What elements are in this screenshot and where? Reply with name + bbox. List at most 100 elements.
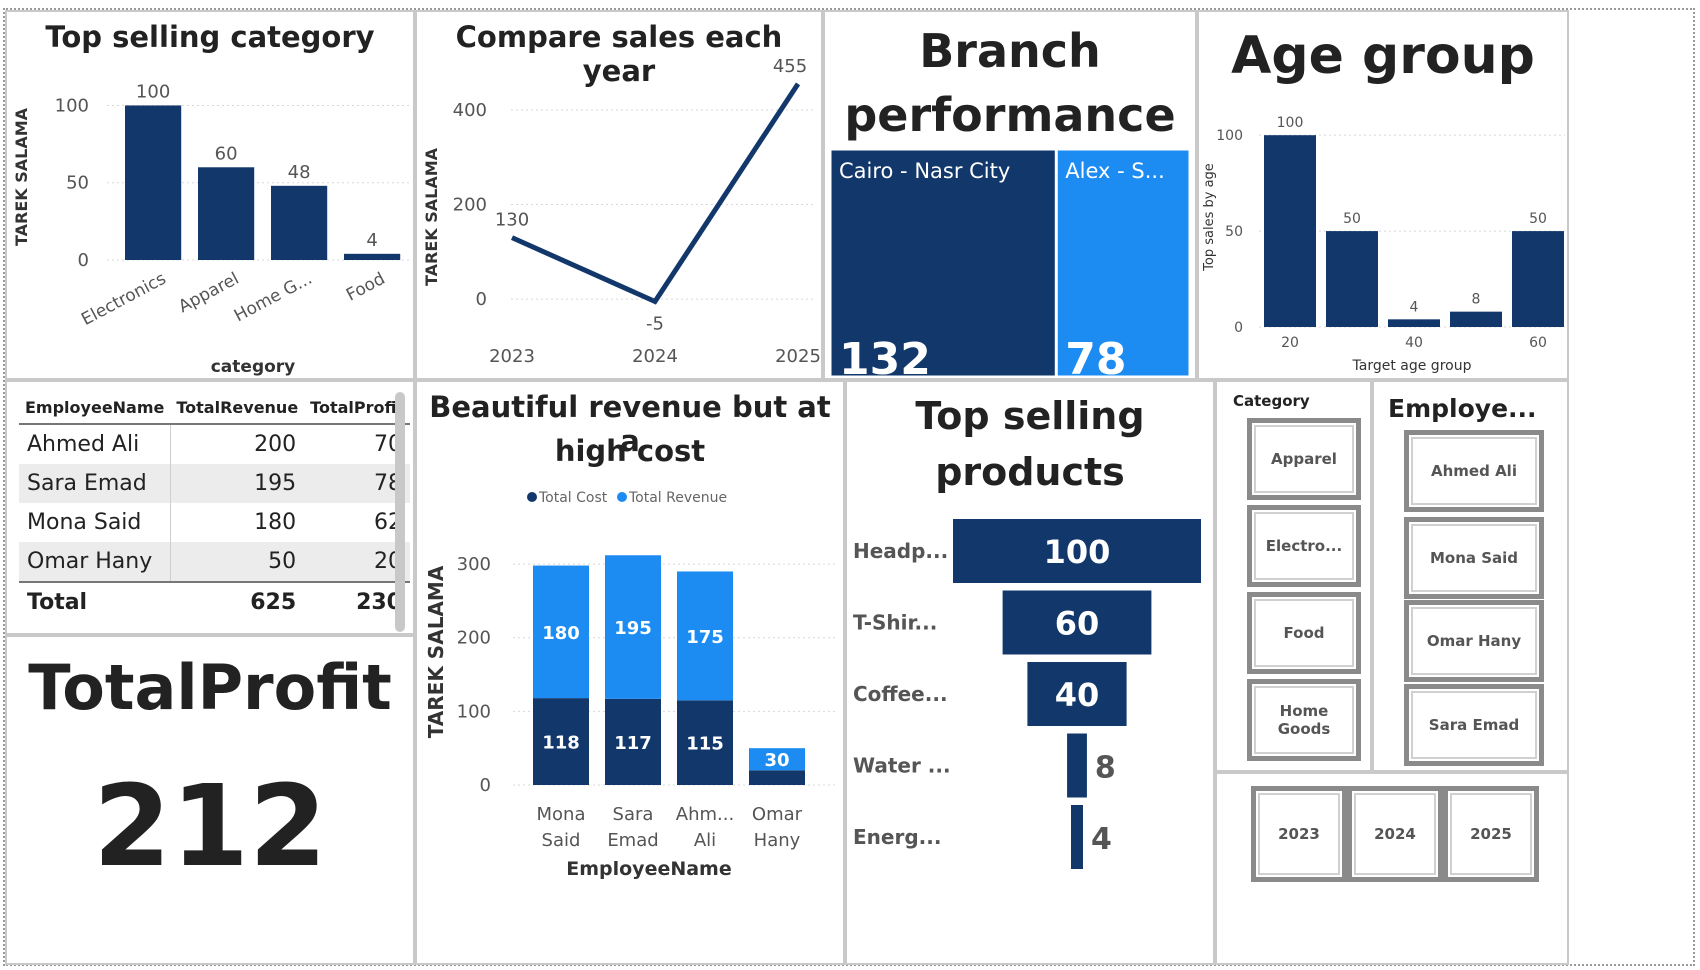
bar	[198, 167, 255, 260]
employee-slicer[interactable]: Employe... Ahmed Ali Mona Said Omar Hany…	[1372, 380, 1569, 772]
slicer-item-2023[interactable]: 2023	[1251, 786, 1347, 882]
bar-cost	[677, 700, 733, 785]
bar	[125, 105, 182, 260]
bar	[1264, 135, 1316, 327]
y-tick-label: 0	[480, 775, 491, 796]
table-row[interactable]: Ahmed Ali 200 70	[19, 424, 410, 464]
bar-cost	[749, 770, 805, 785]
employee-table[interactable]: EmployeeName TotalRevenue TotalProfit Ah…	[19, 394, 410, 622]
top-products-funnel[interactable]: Headp... 100 T-Shir... 60 Coffee... 40 Water .…	[847, 382, 1213, 963]
data-label: 100	[1044, 533, 1111, 571]
bar	[1388, 319, 1440, 327]
category-slicer[interactable]: Category Apparel Electro... Food Home Go…	[1215, 380, 1372, 772]
y-axis-label: TAREK SALAMA	[12, 107, 31, 246]
y-tick-label: 300	[457, 554, 491, 575]
bar	[1512, 231, 1564, 327]
bar	[344, 253, 401, 260]
employee-slicer-header: Employe...	[1388, 394, 1537, 423]
data-label: 100	[1277, 115, 1304, 131]
tile-value: 78	[1065, 334, 1126, 378]
tile-label: Alex - S...	[1065, 159, 1164, 183]
category-label: Coffee...	[853, 682, 948, 706]
slicer-item-2024[interactable]: 2024	[1347, 786, 1443, 882]
slicer-item-electronics[interactable]: Electro...	[1247, 505, 1361, 587]
slicer-item-sara-emad[interactable]: Sara Emad	[1404, 684, 1544, 766]
cell-total-label: Total	[19, 581, 171, 622]
compare-years-chart[interactable]: 0 200 400 130 2023 -5 2024 455 2025 TAREK SALAMA	[417, 12, 821, 378]
compare-years-panel[interactable]: Compare sales each year 0 200 400 130 2023 -5…	[415, 10, 823, 380]
slicer-item-2025[interactable]: 2025	[1443, 786, 1539, 882]
slicer-item-omar-hany[interactable]: Omar Hany	[1404, 600, 1544, 682]
y-tick-label: 100	[1216, 128, 1243, 144]
employee-table-panel[interactable]: EmployeeName TotalRevenue TotalProfit Ah…	[5, 380, 415, 635]
data-label: 118	[542, 733, 580, 754]
y-tick-label: 200	[457, 628, 491, 649]
table-scrollbar[interactable]	[395, 392, 405, 632]
x-tick-label: Emad	[607, 830, 658, 851]
top-category-panel[interactable]: Top selling category 0 50 100 100 Electronic…	[5, 10, 415, 380]
x-tick-label: 40	[1405, 335, 1423, 351]
col-total-profit[interactable]: TotalProfit	[304, 394, 410, 425]
revenue-cost-panel[interactable]: Beautiful revenue but at a high cost 0 10…	[415, 380, 845, 965]
cell-revenue: 50	[170, 542, 305, 582]
cell-name: Omar Hany	[19, 542, 171, 582]
data-label: 100	[136, 81, 170, 102]
cell-revenue: 200	[254, 432, 297, 457]
x-tick-label: Ali	[694, 830, 716, 851]
y-tick-label: 50	[1225, 224, 1243, 240]
total-profit-label: TotalProfit	[28, 651, 392, 724]
legend-marker	[527, 492, 537, 502]
cell-total-revenue: 625	[170, 581, 305, 622]
tile-label: Cairo - Nasr City	[839, 159, 1010, 183]
data-label: 30	[764, 750, 789, 771]
branch-treemap[interactable]: Cairo - Nasr City 132 Alex - S... 78	[825, 12, 1195, 378]
bar	[1450, 311, 1502, 327]
bar-revenue	[533, 565, 589, 699]
funnel-bar	[1002, 590, 1152, 655]
slicer-item-food[interactable]: Food	[1247, 592, 1361, 674]
y-tick-label: 200	[453, 195, 487, 216]
year-slicer[interactable]: 2023 2024 2025	[1215, 772, 1569, 965]
funnel-bar	[953, 519, 1201, 583]
revenue-cost-chart[interactable]: 0 100 200 300 Total Cost Total Revenue 118 180 M…	[417, 382, 843, 963]
treemap-tile	[1056, 149, 1190, 377]
age-group-chart[interactable]: 0 50 100 100 20 50 4 40 8 50 60 Target age group Top…	[1199, 12, 1567, 378]
slicer-item-apparel[interactable]: Apparel	[1247, 418, 1361, 500]
cell-name: Mona Said	[19, 503, 171, 542]
x-tick-label: Omar	[752, 804, 803, 825]
table-row[interactable]: Mona Said 180 62	[19, 503, 410, 542]
table-row[interactable]: Sara Emad 195 78	[19, 464, 410, 503]
cell-revenue: 195	[170, 464, 305, 503]
data-label: 180	[542, 623, 580, 644]
cell-revenue: 180	[254, 510, 297, 535]
series-line	[510, 82, 801, 305]
x-tick-label: 60	[1529, 335, 1547, 351]
branch-title-line1: Branch	[919, 24, 1101, 78]
col-employee-name[interactable]: EmployeeName	[19, 394, 171, 425]
x-tick-label: 2023	[489, 346, 535, 367]
slicer-item-home-goods[interactable]: Home Goods	[1247, 679, 1361, 761]
total-profit-value: 212	[93, 762, 327, 892]
col-total-revenue[interactable]: TotalRevenue	[170, 394, 305, 425]
data-label: 60	[215, 143, 238, 164]
y-axis-label: TAREK SALAMA	[422, 147, 441, 286]
top-products-panel[interactable]: Top selling products Headp... 100 T-Shir..…	[845, 380, 1215, 965]
table-total-row: Total 625 230	[19, 581, 410, 622]
data-label: 4	[366, 230, 377, 251]
total-profit-card[interactable]: TotalProfit 212	[5, 635, 415, 965]
compare-years-title: Compare sales each year	[455, 20, 783, 88]
bar	[1326, 231, 1378, 327]
data-label: 130	[495, 210, 529, 231]
treemap-tile	[830, 149, 1056, 377]
category-label: T-Shir...	[853, 611, 937, 635]
table-row[interactable]: Omar Hany 50 20	[19, 542, 410, 582]
branch-panel[interactable]: Branch performance Cairo - Nasr City 132 A…	[823, 10, 1197, 380]
data-label: 175	[686, 627, 724, 648]
age-group-panel[interactable]: Age group 0 50 100 100 20 50 4 40 8 50 60 Target ag…	[1197, 10, 1569, 380]
bar	[271, 185, 328, 260]
slicer-item-mona-said[interactable]: Mona Said	[1404, 517, 1544, 599]
category-label: Headp...	[853, 539, 948, 563]
x-axis-label: EmployeeName	[566, 858, 732, 880]
slicer-item-ahmed-ali[interactable]: Ahmed Ali	[1404, 430, 1544, 512]
